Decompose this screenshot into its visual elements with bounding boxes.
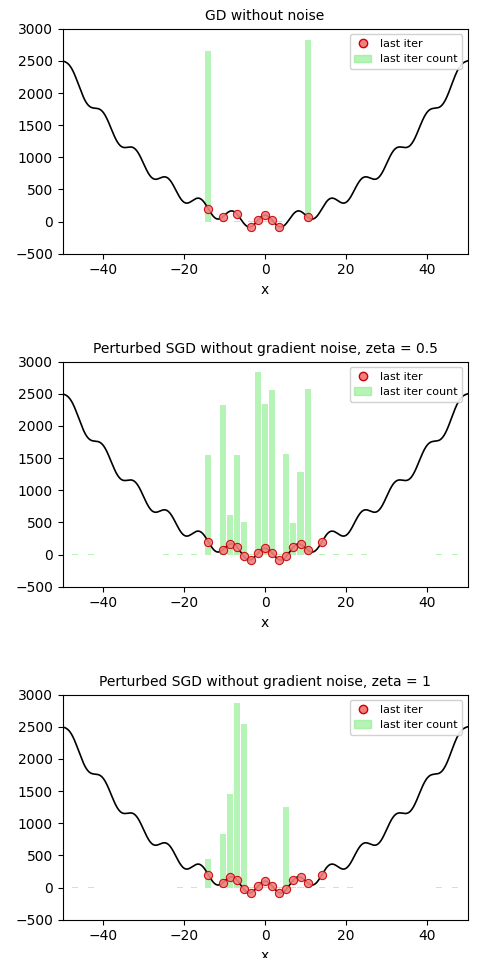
Bar	[262, 404, 268, 555]
Point	[204, 201, 212, 217]
Point	[275, 219, 283, 235]
Bar	[205, 859, 212, 887]
Point	[304, 542, 311, 558]
Bar	[255, 372, 261, 555]
Point	[268, 545, 276, 560]
Point	[296, 870, 304, 885]
Point	[219, 876, 227, 891]
Point	[268, 213, 276, 228]
Point	[233, 872, 241, 887]
Point	[254, 878, 262, 894]
Point	[247, 885, 255, 901]
Point	[268, 878, 276, 894]
Legend: last iter, last iter count: last iter, last iter count	[350, 367, 462, 401]
Bar	[234, 703, 240, 887]
Bar	[227, 514, 233, 555]
Point	[219, 542, 227, 558]
Point	[247, 552, 255, 567]
Point	[275, 885, 283, 901]
Legend: last iter, last iter count: last iter, last iter count	[350, 700, 462, 735]
Point	[318, 867, 326, 882]
Point	[290, 539, 297, 555]
Legend: last iter, last iter count: last iter, last iter count	[350, 34, 462, 69]
Bar	[305, 40, 310, 221]
Point	[304, 876, 311, 891]
Point	[261, 208, 269, 223]
Point	[254, 545, 262, 560]
Bar	[283, 807, 289, 887]
Point	[261, 540, 269, 556]
X-axis label: x: x	[261, 616, 269, 630]
Point	[226, 536, 233, 552]
Bar	[283, 454, 289, 555]
Bar	[241, 522, 247, 555]
Title: Perturbed SGD without gradient noise, zeta = 1: Perturbed SGD without gradient noise, ze…	[99, 675, 431, 690]
Point	[247, 219, 255, 235]
Title: GD without noise: GD without noise	[205, 10, 325, 23]
Point	[204, 867, 212, 882]
Point	[318, 535, 326, 550]
Point	[240, 881, 248, 897]
Point	[275, 552, 283, 567]
X-axis label: x: x	[261, 949, 269, 958]
Point	[282, 549, 290, 564]
Bar	[219, 833, 226, 887]
Bar	[227, 793, 233, 887]
Bar	[305, 389, 310, 555]
Title: Perturbed SGD without gradient noise, zeta = 0.5: Perturbed SGD without gradient noise, ze…	[93, 342, 438, 356]
Bar	[205, 51, 212, 221]
Bar	[290, 523, 296, 555]
Bar	[297, 471, 304, 555]
Bar	[234, 455, 240, 555]
Bar	[241, 724, 247, 887]
Point	[254, 213, 262, 228]
Point	[240, 549, 248, 564]
Point	[204, 535, 212, 550]
Point	[261, 874, 269, 889]
X-axis label: x: x	[261, 283, 269, 297]
Point	[290, 872, 297, 887]
Bar	[205, 455, 212, 555]
Point	[226, 870, 233, 885]
Point	[219, 209, 227, 224]
Point	[296, 536, 304, 552]
Bar	[269, 390, 275, 555]
Point	[233, 206, 241, 221]
Point	[304, 209, 311, 224]
Point	[233, 539, 241, 555]
Point	[282, 881, 290, 897]
Bar	[219, 405, 226, 555]
